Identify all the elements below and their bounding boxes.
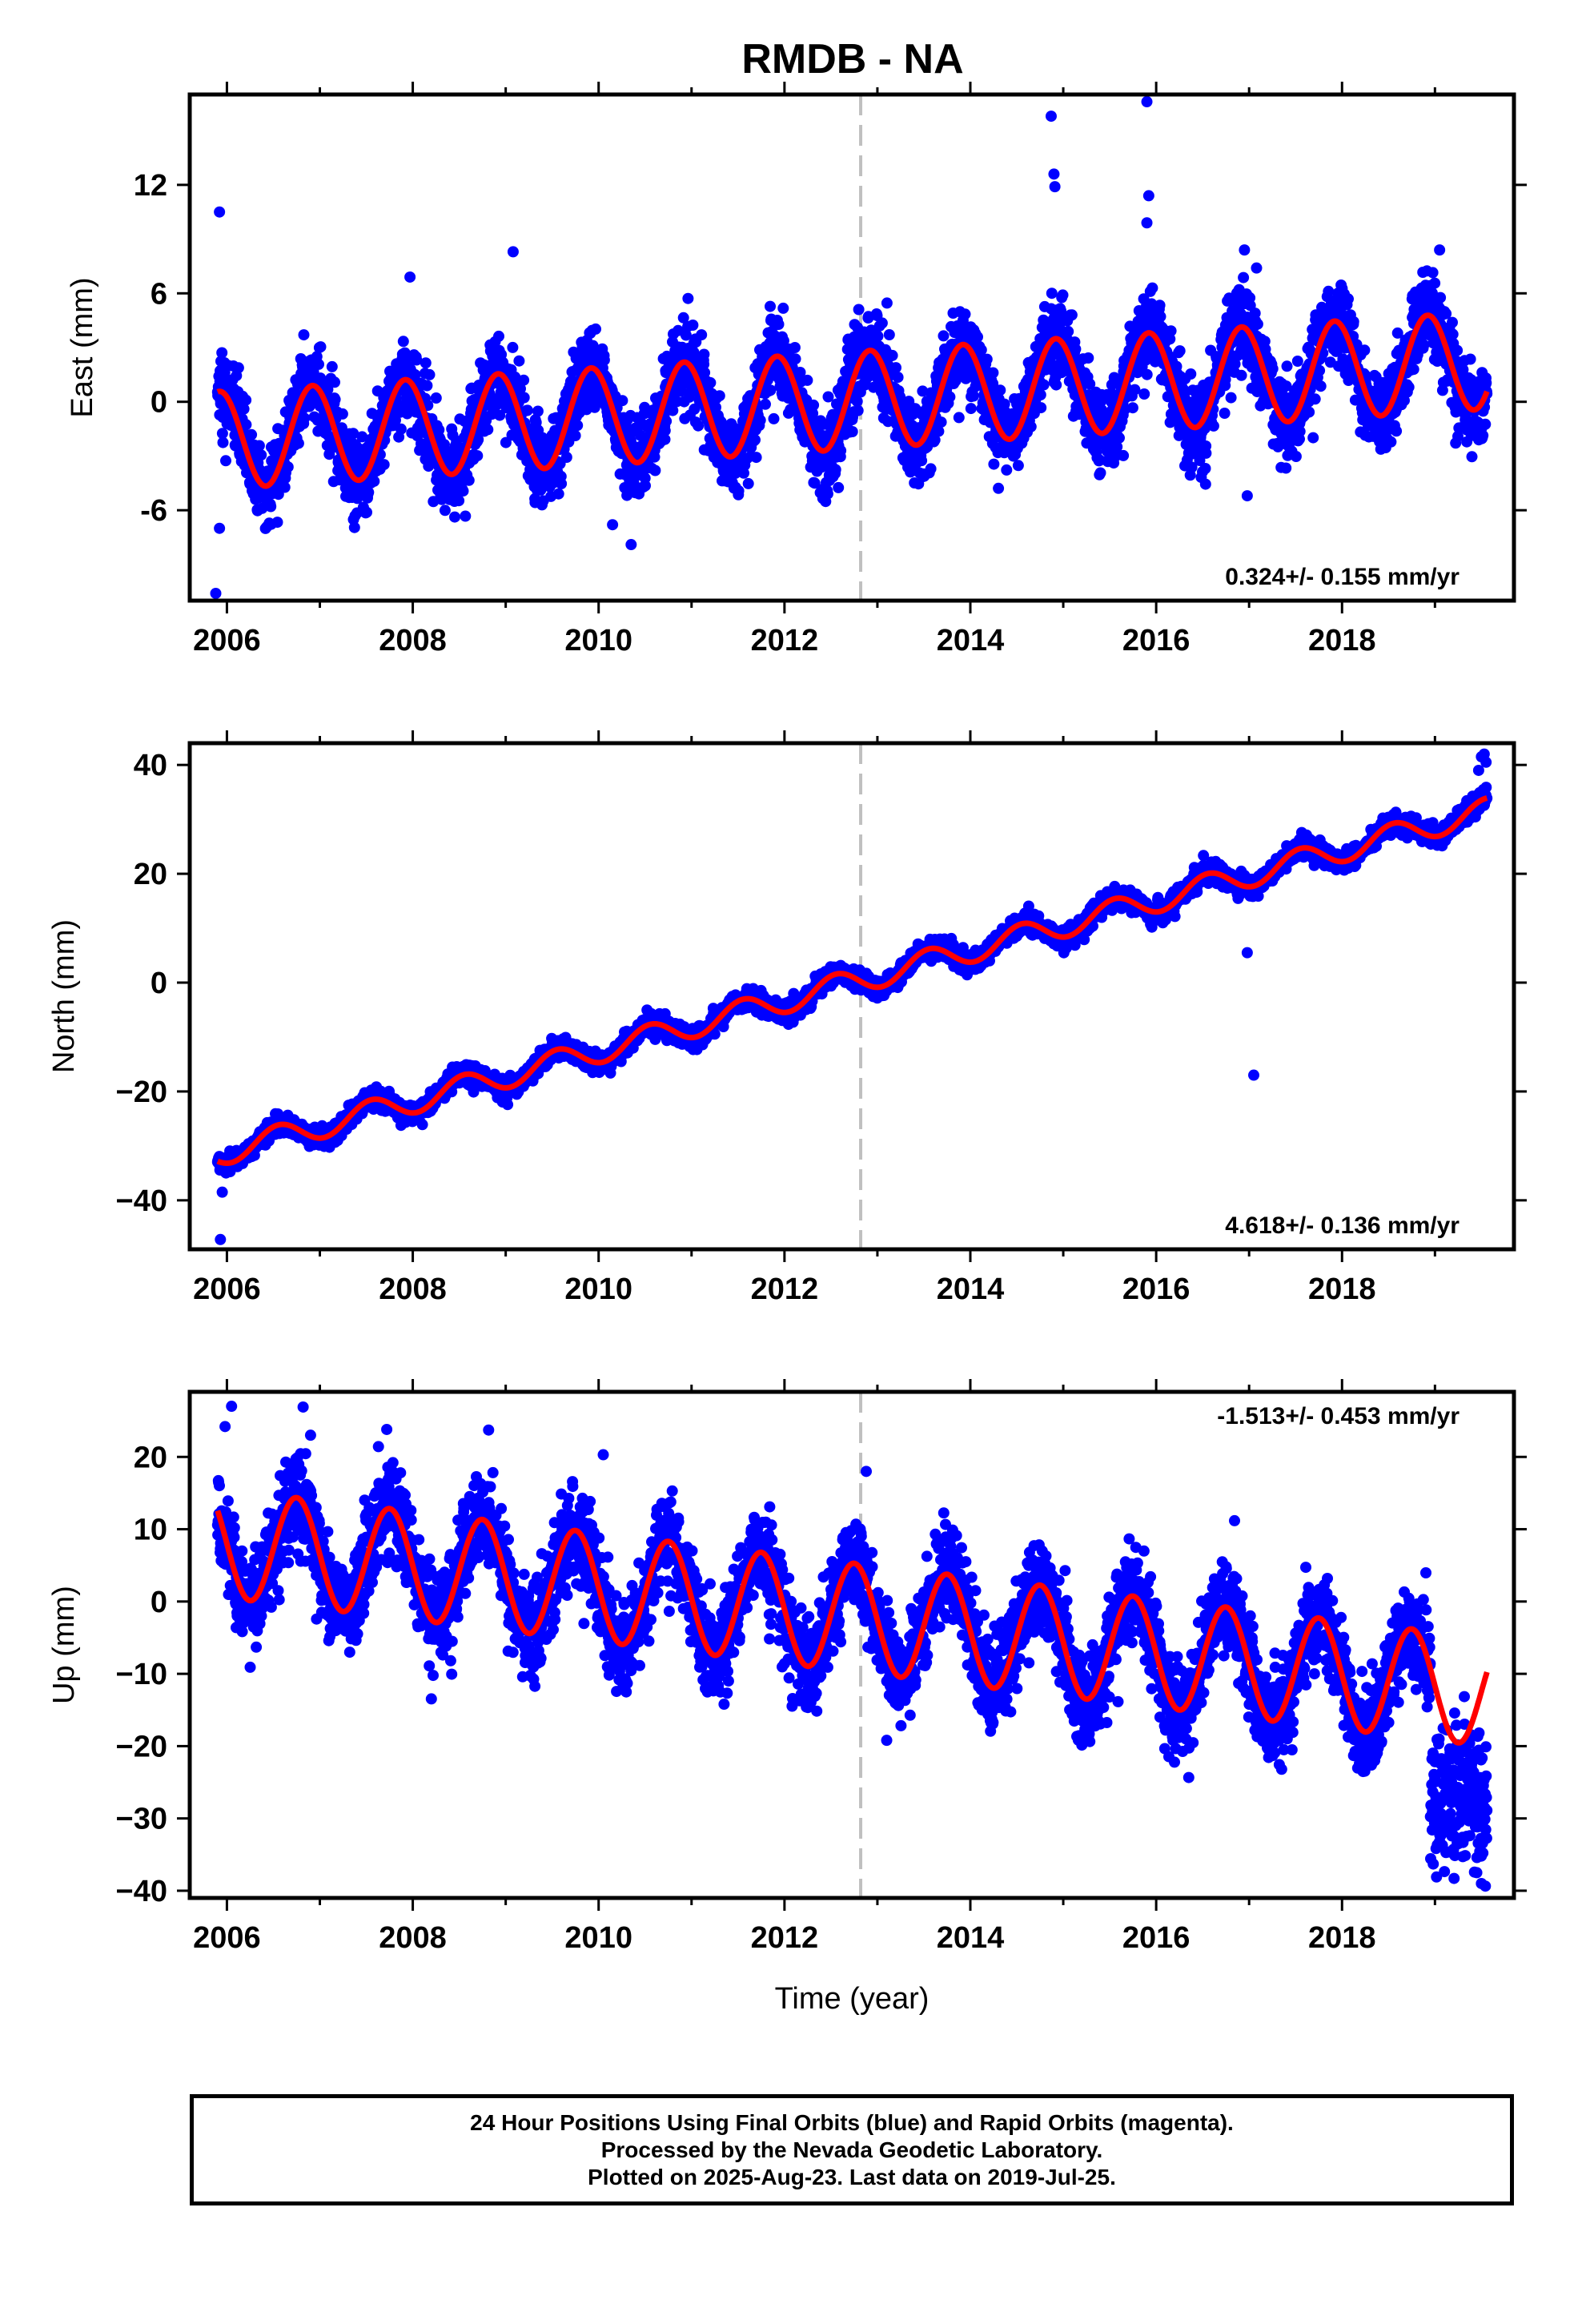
east-point bbox=[240, 419, 252, 431]
east-point bbox=[279, 481, 291, 493]
east-point bbox=[217, 436, 229, 448]
east-point bbox=[335, 422, 347, 434]
east-point bbox=[216, 347, 228, 359]
east-point bbox=[216, 428, 228, 440]
east-point bbox=[299, 412, 311, 424]
east-point bbox=[265, 501, 277, 513]
east-point bbox=[329, 376, 340, 388]
east-point bbox=[292, 437, 304, 449]
east-point bbox=[378, 459, 390, 471]
east-point bbox=[255, 449, 267, 461]
east-point bbox=[271, 517, 283, 529]
east-point bbox=[329, 393, 341, 405]
east-point bbox=[420, 357, 432, 369]
east-point bbox=[363, 486, 375, 498]
east-point bbox=[411, 354, 423, 366]
east-point bbox=[298, 329, 310, 341]
east-point bbox=[348, 521, 360, 533]
figure-title: RMDB - NA bbox=[741, 36, 964, 82]
east-point bbox=[368, 475, 380, 487]
east-point bbox=[322, 384, 334, 396]
east-point bbox=[395, 423, 407, 435]
east-point bbox=[282, 461, 294, 473]
east-point bbox=[361, 506, 372, 518]
east-point bbox=[240, 394, 252, 406]
east-point bbox=[220, 455, 231, 467]
east-point bbox=[409, 368, 421, 380]
east-point bbox=[315, 341, 327, 353]
east-point bbox=[238, 403, 250, 415]
east-point bbox=[326, 360, 338, 372]
east-point bbox=[423, 460, 435, 472]
east-point bbox=[253, 440, 265, 452]
east-point bbox=[232, 362, 244, 374]
east-point bbox=[246, 428, 258, 440]
east-point bbox=[397, 336, 409, 348]
east-point bbox=[347, 428, 359, 440]
east-point bbox=[336, 408, 348, 420]
east-point bbox=[313, 358, 324, 370]
east-point bbox=[421, 380, 433, 392]
